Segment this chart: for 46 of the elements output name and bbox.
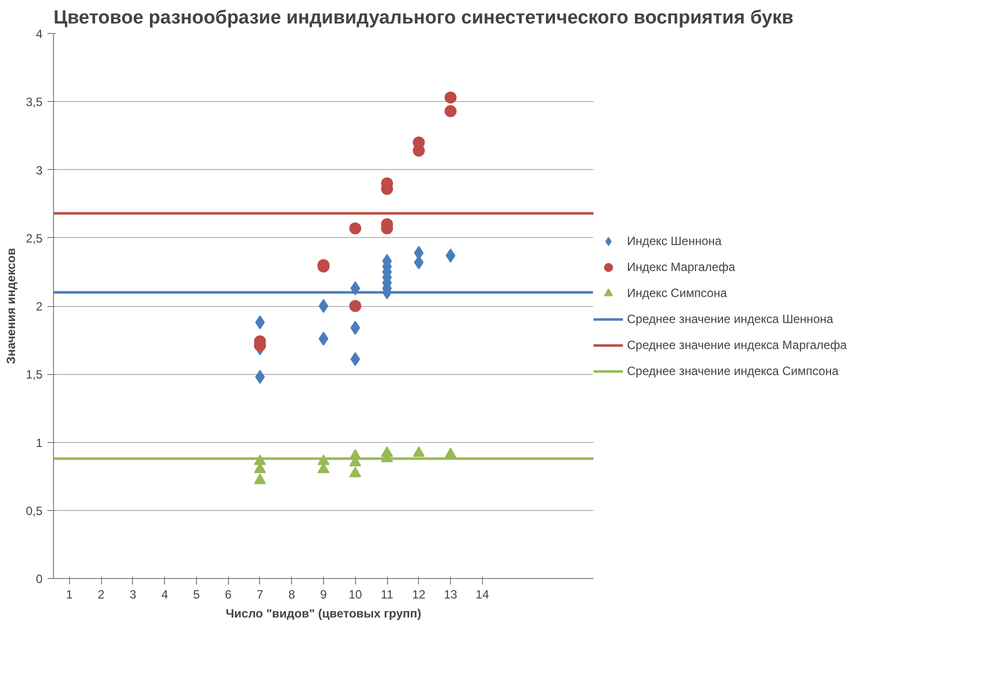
legend-label: Индекс Шеннона (627, 234, 722, 248)
legend-label: Среднее значение индекса Шеннона (627, 312, 834, 326)
y-tick-label: 2,5 (26, 231, 43, 246)
x-tick-label: 1 (66, 588, 74, 602)
point (350, 352, 360, 366)
chart-title: Цветовое разнообразие индивидуального синестетического восприятия букв (54, 8, 794, 28)
point (349, 300, 362, 312)
x-tick-label: 8 (288, 588, 296, 602)
point (254, 474, 266, 484)
point (444, 448, 457, 458)
legend-label: Среднее значение индекса Маргалефа (627, 338, 847, 352)
point (350, 281, 360, 296)
point (349, 466, 362, 478)
point (254, 454, 266, 465)
y-tick-label: 3,5 (26, 95, 43, 110)
x-tick-label: 13 (444, 588, 458, 602)
legend-label: Индекс Симпсона (627, 286, 727, 300)
x-tick-label: 6 (224, 588, 232, 602)
point (444, 105, 457, 118)
y-axis-title: Значения индексов (4, 248, 18, 364)
point (349, 222, 362, 234)
x-tick-label: 9 (320, 588, 328, 602)
y-tick-label: 0 (36, 572, 43, 586)
x-tick-label: 11 (380, 588, 394, 602)
x-tick-label: 12 (412, 588, 426, 602)
y-tick-label: 0,5 (26, 504, 43, 518)
point (318, 299, 328, 313)
x-axis-title: Число "видов" (цветовых групп) (226, 606, 422, 620)
y-tick-label: 2 (36, 300, 43, 314)
y-tick-label: 4 (36, 27, 43, 41)
point (444, 92, 457, 104)
x-tick-label: 3 (130, 588, 137, 602)
y-tick-label: 1,5 (26, 368, 43, 382)
x-tick-label: 5 (193, 588, 200, 602)
y-tick-label: 3 (36, 163, 43, 178)
x-tick-label: 14 (476, 588, 490, 602)
legend-label: Индекс Маргалефа (627, 260, 736, 274)
x-tick-label: 7 (256, 588, 264, 602)
point (318, 454, 330, 465)
x-tick-label: 2 (98, 588, 105, 602)
point (412, 446, 425, 457)
y-tick-label: 1 (36, 436, 43, 450)
legend-label: Среднее значение индекса Симпсона (627, 364, 838, 378)
point (350, 320, 360, 335)
x-tick-label: 4 (161, 588, 168, 602)
x-tick-label: 10 (348, 588, 362, 602)
